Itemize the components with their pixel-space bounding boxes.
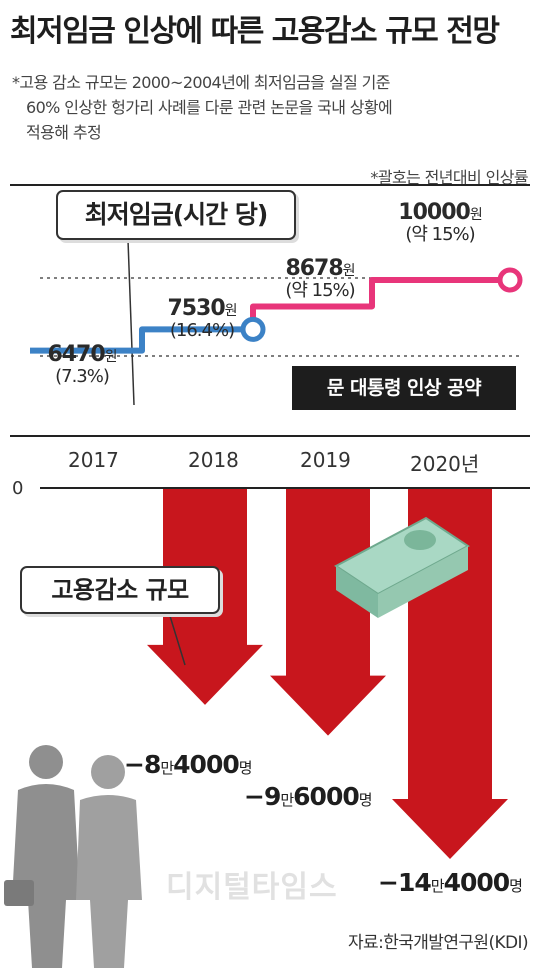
method-note-line-3: 적용해 추정: [26, 123, 102, 142]
value-2020-rate: (약 15%): [405, 224, 475, 246]
decline-2019-man: 만: [280, 791, 294, 809]
value-2017-unit: 원: [104, 349, 118, 365]
method-note-line-1: *고용 감소 규모는 2000~2004년에 최저임금을 실질 기준: [12, 73, 391, 92]
value-2020-number: 10000: [398, 200, 471, 225]
decline-2018-rest: 4000: [173, 750, 240, 779]
decline-2019-rest: 6000: [293, 782, 360, 811]
value-2017-rate: (7.3%): [55, 366, 110, 388]
decline-2019-unit: 명: [358, 791, 373, 809]
decline-2020-man: 만: [430, 877, 445, 895]
value-2020-unit: 원: [469, 207, 483, 223]
employment-box-pointer: [169, 615, 186, 666]
decline-label-2018: −8만4000명: [124, 750, 253, 779]
source-credit: 자료:한국개발연구원(KDI): [347, 933, 529, 953]
value-label-2017: 6470원 (7.3%): [30, 342, 134, 388]
decline-label-2019: −9만6000명: [244, 782, 373, 811]
value-2018-unit: 원: [224, 303, 238, 319]
value-2019-unit: 원: [342, 263, 356, 279]
decline-2020-prefix: −14: [378, 868, 432, 897]
year-tick-2018: 2018: [188, 448, 239, 472]
decline-2018-unit: 명: [238, 759, 253, 777]
page-title: 최저임금 인상에 따른 고용감소 규모 전망: [10, 14, 500, 49]
decline-2020-unit: 명: [509, 877, 523, 895]
wage-line-pledge: [250, 277, 510, 330]
parenthesis-note: *괄호는 전년대비 인상률: [370, 168, 528, 187]
decline-2018-man: 만: [160, 759, 174, 777]
decline-arrow-2019: [270, 489, 386, 736]
method-note-line-2: 60% 인상한 헝가리 사례를 다룬 관련 논문을 국내 상황에: [26, 98, 393, 117]
minimum-wage-line: [30, 267, 523, 354]
value-2019-rate: (약 15%): [285, 280, 355, 302]
watermark: 디지털타임스: [166, 870, 338, 905]
banknote-stack-icon: [334, 516, 470, 618]
year-tick-2020: 2020년: [410, 452, 480, 476]
zero-tick-label: 0: [12, 478, 24, 499]
year-tick-2017: 2017: [68, 448, 119, 472]
value-2019-number: 8678: [285, 256, 343, 281]
point-2020: [497, 267, 523, 293]
value-2018-number: 7530: [167, 296, 225, 321]
wage-line-actual: [30, 326, 253, 354]
value-label-2018: 7530원 (16.4%): [150, 296, 254, 342]
value-2017-number: 6470: [47, 342, 105, 367]
pledge-annotation: 문 대통령 인상 공약: [292, 366, 516, 410]
employment-label-box: 고용감소 규모: [20, 566, 220, 614]
decline-2020-rest: 4000: [443, 868, 511, 897]
decline-2018-prefix: −8: [124, 750, 161, 779]
value-label-2019: 8678원 (약 15%): [268, 256, 372, 302]
method-note: *고용 감소 규모는 2000~2004년에 최저임금을 실질 기준 60% 인…: [12, 70, 527, 145]
decline-label-2020: −14만4000명: [378, 868, 523, 897]
people-silhouette-icon: [4, 745, 142, 968]
value-2018-rate: (16.4%): [169, 320, 235, 342]
decline-2019-prefix: −9: [244, 782, 281, 811]
value-label-2020: 10000원 (약 15%): [380, 200, 500, 246]
minimum-wage-label-box: 최저임금(시간 당): [56, 190, 296, 240]
point-2018: [240, 316, 266, 342]
year-tick-2019: 2019: [300, 448, 351, 472]
wage-box-pointer: [127, 239, 135, 406]
